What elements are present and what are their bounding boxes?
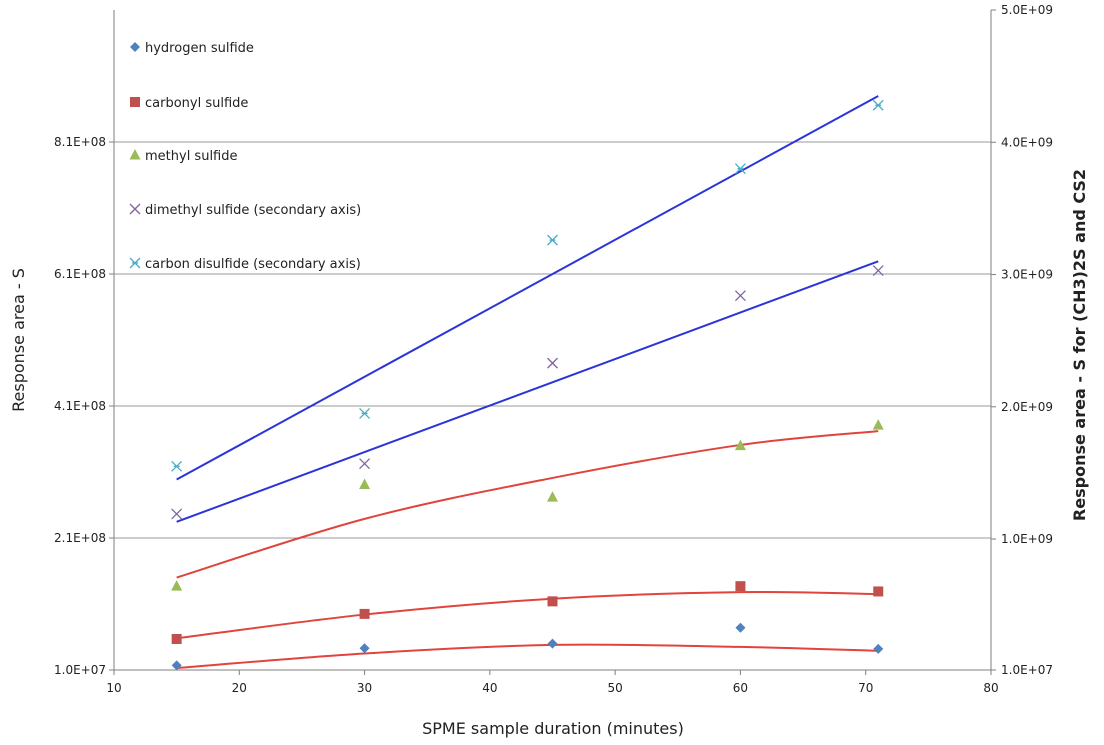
legend-label: carbon disulfide (secondary axis): [145, 257, 361, 272]
data-point: [171, 508, 183, 520]
trendlines: [176, 95, 879, 670]
y2-tick-label: 2.0E+09: [1001, 400, 1053, 414]
data-point: [359, 458, 371, 470]
data-point: [359, 608, 370, 619]
x-tick-label: 30: [357, 681, 372, 695]
data-points: [171, 99, 884, 671]
data-point: [171, 580, 183, 591]
trendline: [176, 95, 879, 481]
x-tick-label: 20: [232, 681, 247, 695]
y2-axis-title: Response area - S for (CH3)2S and CS2: [1070, 169, 1089, 521]
trendline: [176, 590, 879, 640]
legend-label: methyl sulfide: [145, 149, 238, 164]
legend-marker: [130, 97, 140, 107]
data-point: [735, 622, 746, 633]
data-point: [735, 581, 746, 592]
y2-tick-label: 3.0E+09: [1001, 268, 1053, 282]
y-tick-label: 6.1E+08: [54, 267, 106, 281]
legend-marker: [129, 257, 141, 269]
trendline: [176, 260, 879, 523]
x-tick-label: 80: [983, 681, 998, 695]
y-tick-label: 2.1E+08: [54, 531, 106, 545]
data-point: [359, 407, 371, 419]
y-tick-label: 8.1E+08: [54, 135, 106, 149]
legend-marker: [130, 42, 140, 52]
data-point: [171, 660, 182, 671]
x-axis-title: SPME sample duration (minutes): [422, 719, 684, 738]
data-point: [873, 586, 884, 597]
legend-label: carbonyl sulfide: [145, 96, 248, 111]
y-axis-title: Response area - S: [9, 268, 28, 412]
legend-label: hydrogen sulfide: [145, 41, 254, 56]
data-point: [547, 234, 558, 246]
data-point: [873, 643, 884, 654]
data-point: [547, 491, 558, 502]
data-point: [547, 596, 558, 607]
x-tick-label: 10: [106, 681, 121, 695]
data-point: [359, 478, 371, 490]
x-tick-label: 60: [733, 681, 748, 695]
data-point: [872, 99, 884, 111]
data-point: [872, 265, 884, 277]
data-point: [734, 439, 746, 451]
x-tick-label: 50: [608, 681, 623, 695]
y-tick-label: 1.0E+07: [54, 663, 106, 677]
data-point: [547, 357, 558, 369]
trendline: [176, 643, 879, 670]
tick-labels: 1.0E+07 2.1E+08 4.1E+08 6.1E+08 8.1E+08 1.0E+…: [54, 3, 1053, 695]
data-point: [359, 643, 370, 654]
y-tick-label: 4.1E+08: [54, 399, 106, 413]
legend-marker: [129, 149, 141, 160]
y2-tick-label: 4.0E+09: [1001, 135, 1053, 149]
legend: hydrogen sulfide carbonyl sulfide methyl s…: [129, 41, 361, 272]
legend-label: dimethyl sulfide (secondary axis): [145, 203, 361, 218]
x-tick-label: 40: [482, 681, 497, 695]
data-point: [171, 460, 183, 472]
x-tick-label: 70: [858, 681, 873, 695]
data-point: [872, 419, 884, 430]
axes: [109, 9, 996, 675]
data-point: [547, 638, 558, 649]
data-point: [734, 290, 746, 302]
data-point: [171, 633, 182, 644]
y2-tick-label: 5.0E+09: [1001, 3, 1053, 17]
legend-marker: [129, 203, 141, 215]
y2-tick-label: 1.0E+07: [1001, 663, 1053, 677]
trendline: [176, 430, 879, 579]
data-point: [734, 163, 746, 175]
y2-tick-label: 1.0E+09: [1001, 532, 1053, 546]
